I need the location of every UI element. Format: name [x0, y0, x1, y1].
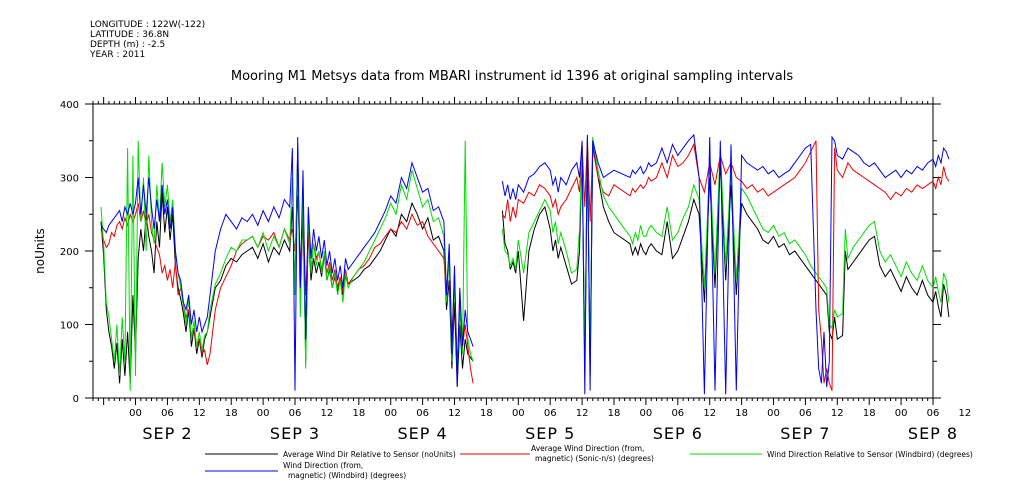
legend-label: magnetic) (Windbird) (degrees)	[288, 471, 406, 480]
x-tick-label: 06	[289, 408, 302, 419]
day-label: SEP 3	[270, 424, 320, 443]
chart-title: Mooring M1 Metsys data from MBARI instru…	[231, 69, 793, 84]
series-line	[100, 148, 474, 388]
x-tick-label: 00	[512, 408, 525, 419]
series-line	[501, 137, 950, 391]
day-label: SEP 2	[142, 424, 192, 443]
series-line	[501, 133, 950, 395]
y-tick-label: 100	[60, 321, 79, 332]
plot-frame	[92, 103, 934, 399]
x-tick-label: 12	[193, 408, 206, 419]
series-2	[100, 137, 950, 391]
series-line	[100, 140, 474, 391]
legend-label: Average Wind Dir Relative to Sensor (noU…	[283, 450, 456, 459]
y-tick-label: 400	[60, 100, 79, 111]
x-tick-label: 12	[448, 408, 461, 419]
legend: Average Wind Dir Relative to Sensor (noU…	[205, 444, 973, 480]
day-label: SEP 7	[780, 424, 830, 443]
legend-label: Wind Direction Relative to Sensor (Windb…	[767, 450, 973, 459]
x-tick-label: 18	[735, 408, 748, 419]
latitude-text: LATITUDE : 36.8N	[90, 30, 170, 40]
x-tick-label: 12	[959, 408, 972, 419]
series-4	[100, 133, 950, 395]
y-tick-label: 200	[60, 247, 79, 258]
y-tick-label: 0	[73, 394, 79, 405]
x-tick-label: 06	[927, 408, 940, 419]
series-3	[100, 137, 950, 391]
series-line	[100, 195, 474, 384]
x-tick-label: 00	[129, 408, 142, 419]
axes: 0 100 200 300 400 noUnits 00 06 12 18 00 06 12 18 00 06…	[33, 97, 971, 443]
x-tick-label: 18	[480, 408, 493, 419]
y-axis-label: noUnits	[33, 228, 47, 274]
day-label: SEP 6	[653, 424, 703, 443]
x-tick-label: 12	[831, 408, 844, 419]
series-1	[100, 140, 950, 388]
series-line	[100, 137, 474, 391]
legend-label: Wind Direction (from,	[283, 461, 363, 470]
x-tick-label: 00	[640, 408, 653, 419]
series-line	[501, 140, 950, 376]
metadata-block: LONGITUDE : 122W(-122) LATITUDE : 36.8N …	[90, 20, 205, 60]
day-label: SEP 4	[398, 424, 448, 443]
x-tick-label: 12	[576, 408, 589, 419]
x-tick-label: 00	[384, 408, 397, 419]
longitude-text: LONGITUDE : 122W(-122)	[90, 20, 206, 30]
day-label: SEP 8	[908, 424, 958, 443]
series-layer	[100, 133, 950, 395]
x-tick-label: 06	[544, 408, 557, 419]
day-label: SEP 5	[525, 424, 575, 443]
x-tick-label: 06	[799, 408, 812, 419]
x-tick-label: 06	[671, 408, 684, 419]
legend-label: magnetic) (Sonic-n/s) (degrees)	[535, 454, 654, 463]
x-tick-label: 00	[257, 408, 270, 419]
year-text: YEAR : 2011	[90, 50, 146, 60]
x-tick-label: 06	[416, 408, 429, 419]
x-tick-label: 12	[321, 408, 334, 419]
series-line	[501, 137, 950, 362]
legend-label: Average Wind Direction (from,	[531, 444, 644, 453]
depth-text: DEPTH (m) : -2.5	[90, 40, 166, 50]
x-tick-label: 18	[863, 408, 876, 419]
x-tick-label: 06	[161, 408, 174, 419]
y-tick-label: 300	[60, 174, 79, 185]
x-tick-label: 18	[352, 408, 365, 419]
x-tick-label: 00	[895, 408, 908, 419]
x-tick-label: 12	[703, 408, 716, 419]
x-tick-label: 18	[608, 408, 621, 419]
x-tick-label: 18	[225, 408, 238, 419]
x-tick-label: 00	[767, 408, 780, 419]
